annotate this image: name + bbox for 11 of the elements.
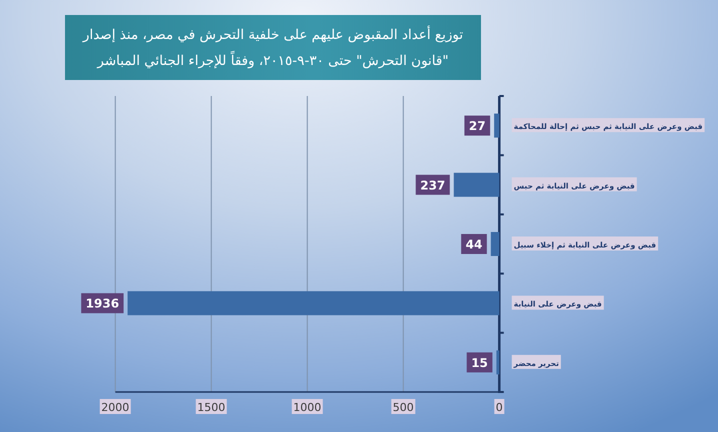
- data-label: 27: [468, 119, 486, 134]
- data-label: 15: [471, 356, 488, 370]
- data-label: 1936: [86, 296, 120, 311]
- x-tick-label: 500: [392, 401, 414, 414]
- x-tick-label: 0: [496, 401, 503, 414]
- x-tick-label: 1000: [293, 401, 322, 414]
- title: توزيع أعداد المقبوض عليهم على خلفية التحرش في مصر، منذ إصدار "قانون التحرش" حتى ٣٠-٩-٢٠١٥، وفقاً للإجراء الجنائي المباشر: [81, 24, 464, 70]
- data-label: 237: [420, 178, 446, 192]
- x-tick-label: 1500: [197, 401, 226, 414]
- x-tick-label: 2000: [101, 401, 130, 414]
- data-label: 44: [466, 238, 482, 252]
